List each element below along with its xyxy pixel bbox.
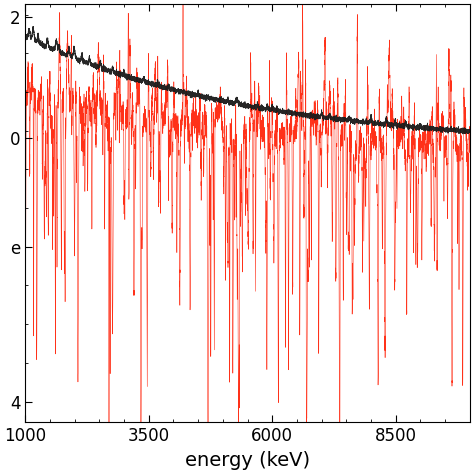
X-axis label: energy (keV): energy (keV)	[185, 451, 310, 470]
